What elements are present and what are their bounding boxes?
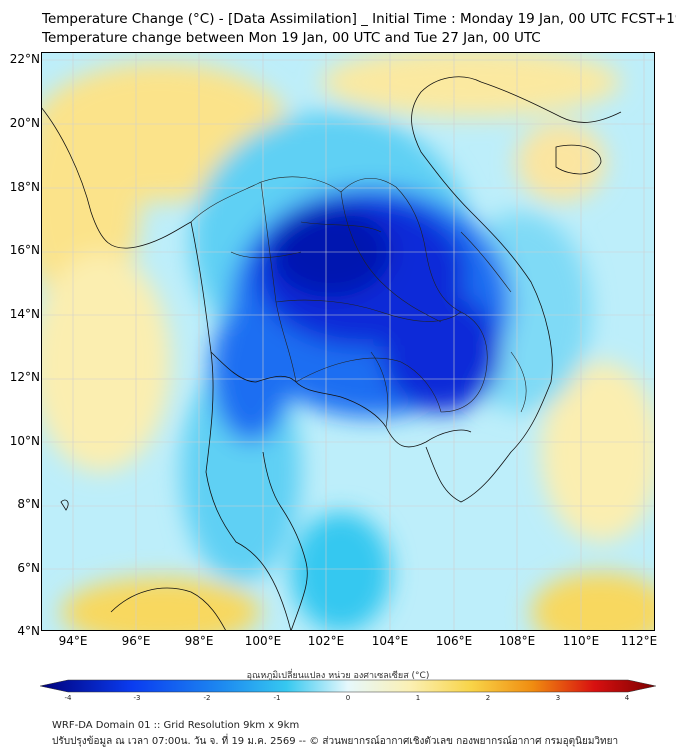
lon-label-106e: 106°E xyxy=(435,634,473,648)
lat-label-14n: 14°N xyxy=(9,307,40,321)
colorbar-tick: -3 xyxy=(133,694,141,702)
lon-label-102e: 102°E xyxy=(307,634,345,648)
lon-label-98e: 98°E xyxy=(184,634,214,648)
lat-label-22n: 22°N xyxy=(9,52,40,66)
lon-label-112e: 112°E xyxy=(620,634,658,648)
colorbar-tick: 4 xyxy=(624,694,630,702)
lat-label-18n: 18°N xyxy=(9,180,40,194)
lon-label-108e: 108°E xyxy=(498,634,536,648)
lon-label-100e: 100°E xyxy=(244,634,282,648)
lon-label-104e: 104°E xyxy=(371,634,409,648)
colorbar-title: อุณหภูมิเปลี่ยนแปลง หน่วย องศาเซลเซียส (… xyxy=(246,671,430,681)
map-title: Temperature Change (°C) - [Data Assimila… xyxy=(42,11,676,27)
lat-label-10n: 10°N xyxy=(9,434,40,448)
lat-label-6n: 6°N xyxy=(17,561,40,575)
graticule xyxy=(41,52,655,631)
lat-label-4n: 4°N xyxy=(17,624,40,638)
footer-model-info: WRF-DA Domain 01 :: Grid Resolution 9km … xyxy=(52,720,300,731)
lon-label-110e: 110°E xyxy=(562,634,600,648)
colorbar-tick: -4 xyxy=(64,694,72,702)
temperature-change-map xyxy=(41,52,655,631)
colorbar-tick: -2 xyxy=(203,694,211,702)
lat-label-16n: 16°N xyxy=(9,243,40,257)
colorbar-tick: 1 xyxy=(415,694,421,702)
colorbar-tick: 2 xyxy=(485,694,491,702)
colorbar-tick: 3 xyxy=(555,694,561,702)
admin-borders xyxy=(190,176,527,428)
footer-credit: ปรับปรุงข้อมูล ณ เวลา 07:00น. วัน จ. ที่… xyxy=(52,736,619,747)
colorbar-tick: -1 xyxy=(273,694,281,702)
lat-label-20n: 20°N xyxy=(9,116,40,130)
lon-label-96e: 96°E xyxy=(121,634,151,648)
lon-label-94e: 94°E xyxy=(58,634,88,648)
colorbar-tick: 0 xyxy=(345,694,351,702)
map-border xyxy=(41,52,655,631)
colorbar xyxy=(40,679,656,693)
lat-label-8n: 8°N xyxy=(17,497,40,511)
map-subtitle: Temperature change between Mon 19 Jan, 0… xyxy=(42,30,541,46)
coastlines xyxy=(41,76,622,631)
lat-label-12n: 12°N xyxy=(9,370,40,384)
